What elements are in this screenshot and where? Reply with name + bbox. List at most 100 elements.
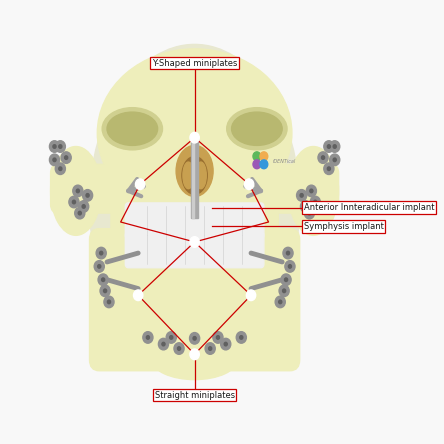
Circle shape: [246, 290, 256, 301]
Circle shape: [333, 145, 336, 148]
Circle shape: [104, 296, 114, 308]
Circle shape: [86, 194, 89, 197]
Text: Y-Shaped miniplates: Y-Shaped miniplates: [152, 59, 237, 67]
Circle shape: [314, 200, 317, 204]
FancyBboxPatch shape: [191, 140, 198, 218]
Circle shape: [75, 207, 85, 219]
Ellipse shape: [182, 157, 207, 194]
Circle shape: [82, 205, 85, 208]
Circle shape: [162, 342, 165, 346]
Circle shape: [65, 156, 68, 159]
Ellipse shape: [90, 44, 300, 364]
FancyBboxPatch shape: [192, 140, 194, 218]
Circle shape: [224, 342, 227, 346]
Circle shape: [96, 247, 106, 259]
Circle shape: [275, 296, 285, 308]
Ellipse shape: [195, 162, 206, 189]
Circle shape: [79, 201, 89, 212]
Text: iDENTical: iDENTical: [273, 159, 296, 164]
Circle shape: [170, 336, 173, 339]
Circle shape: [59, 145, 62, 148]
Circle shape: [99, 251, 103, 255]
Circle shape: [178, 347, 181, 350]
Circle shape: [240, 336, 243, 339]
Circle shape: [304, 207, 314, 219]
Circle shape: [304, 205, 307, 208]
Circle shape: [213, 332, 223, 343]
Circle shape: [324, 141, 334, 152]
Circle shape: [329, 141, 340, 152]
Circle shape: [166, 332, 176, 343]
Circle shape: [279, 300, 282, 304]
Circle shape: [100, 285, 110, 297]
FancyBboxPatch shape: [257, 164, 339, 213]
Circle shape: [253, 152, 261, 161]
Circle shape: [174, 343, 184, 354]
Circle shape: [333, 158, 336, 162]
Circle shape: [306, 185, 317, 197]
Text: Anterior Innteradicular implant: Anterior Innteradicular implant: [304, 203, 434, 212]
Circle shape: [281, 274, 291, 285]
FancyBboxPatch shape: [194, 155, 196, 184]
Text: Symphysis implant: Symphysis implant: [304, 222, 384, 231]
Ellipse shape: [51, 147, 101, 235]
Circle shape: [49, 154, 59, 166]
Circle shape: [310, 189, 313, 193]
Ellipse shape: [152, 340, 238, 380]
Circle shape: [289, 265, 292, 268]
Circle shape: [327, 167, 330, 170]
Ellipse shape: [288, 147, 339, 235]
FancyBboxPatch shape: [125, 203, 264, 239]
Circle shape: [286, 251, 289, 255]
Circle shape: [69, 196, 79, 208]
Ellipse shape: [232, 112, 282, 146]
Circle shape: [134, 290, 143, 301]
Circle shape: [260, 152, 268, 161]
Circle shape: [236, 332, 246, 343]
Circle shape: [205, 343, 215, 354]
Circle shape: [329, 154, 340, 166]
Ellipse shape: [102, 108, 163, 150]
Circle shape: [103, 289, 107, 293]
Circle shape: [190, 349, 199, 360]
Circle shape: [282, 289, 285, 293]
Circle shape: [73, 185, 83, 197]
Circle shape: [300, 194, 303, 197]
Circle shape: [318, 152, 328, 163]
FancyBboxPatch shape: [111, 166, 278, 246]
Circle shape: [55, 141, 65, 152]
Circle shape: [98, 265, 101, 268]
Ellipse shape: [227, 108, 287, 150]
Circle shape: [327, 145, 330, 148]
Circle shape: [76, 189, 79, 193]
Circle shape: [285, 261, 295, 272]
Circle shape: [193, 337, 196, 340]
Circle shape: [147, 336, 150, 339]
Circle shape: [283, 247, 293, 259]
Circle shape: [308, 211, 311, 215]
Ellipse shape: [176, 145, 213, 196]
Circle shape: [190, 333, 200, 344]
Circle shape: [53, 145, 56, 148]
Circle shape: [98, 274, 108, 285]
Circle shape: [244, 179, 254, 190]
Circle shape: [107, 300, 111, 304]
Circle shape: [310, 196, 320, 208]
Circle shape: [94, 261, 104, 272]
Circle shape: [159, 338, 169, 350]
Circle shape: [59, 167, 62, 170]
Circle shape: [83, 190, 93, 201]
Circle shape: [53, 158, 56, 162]
Circle shape: [190, 132, 199, 143]
Ellipse shape: [183, 162, 194, 189]
Circle shape: [216, 336, 219, 339]
Circle shape: [260, 160, 268, 169]
FancyBboxPatch shape: [51, 164, 132, 213]
Circle shape: [102, 278, 105, 281]
Circle shape: [135, 179, 145, 190]
Circle shape: [209, 347, 212, 350]
Circle shape: [301, 201, 311, 212]
Circle shape: [61, 152, 71, 163]
Circle shape: [279, 285, 289, 297]
Text: Straight miniplates: Straight miniplates: [155, 391, 235, 400]
